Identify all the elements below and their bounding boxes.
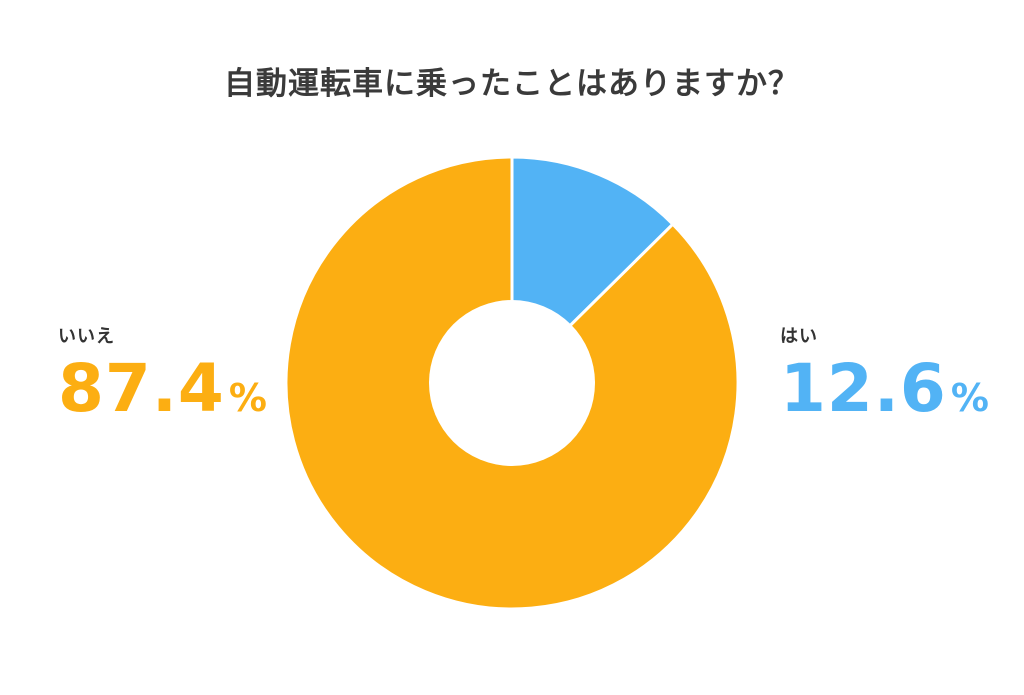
legend-no: いいえ 87.4% xyxy=(58,322,298,422)
legend-no-value: 87.4 xyxy=(58,350,225,427)
chart-title: 自動運転車に乗ったことはありますか？ xyxy=(224,66,800,102)
legend-yes-label: はい xyxy=(780,326,818,347)
donut-hole xyxy=(429,300,595,466)
legend-yes-unit: % xyxy=(950,376,989,420)
legend-yes: はい 12.6% xyxy=(780,322,1020,422)
legend-yes-value: 12.6 xyxy=(780,350,947,427)
legend-no-unit: % xyxy=(228,376,267,420)
legend-no-label: いいえ xyxy=(58,326,115,347)
